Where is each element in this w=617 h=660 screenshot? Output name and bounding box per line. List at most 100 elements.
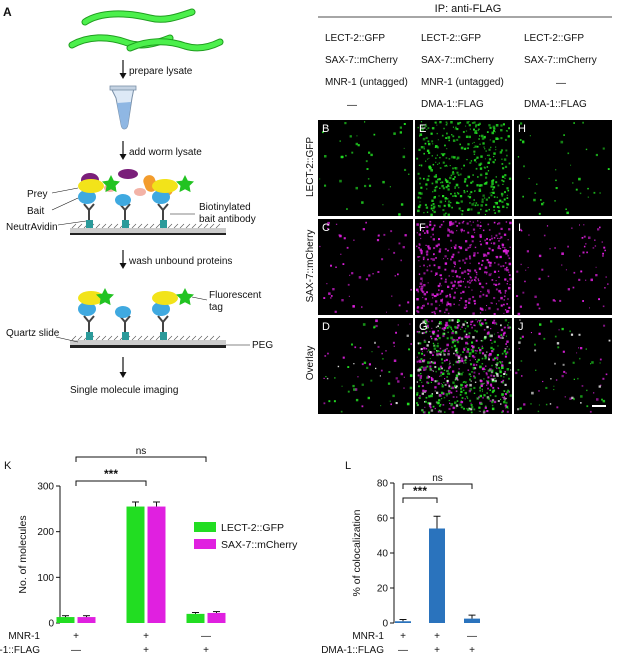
condition-value: +: [469, 645, 475, 656]
micrograph-panel-letter: G: [419, 321, 428, 333]
bar: [429, 528, 445, 623]
label-fluorescent-1: Fluorescent: [209, 290, 261, 301]
significance-bracket: [402, 497, 438, 503]
bar: [464, 618, 480, 623]
y-tick-label: 60: [377, 514, 389, 525]
svg-text:SAX-7::mCherry: SAX-7::mCherry: [421, 55, 494, 66]
condition-row-label: DMA-1::FLAG: [0, 645, 40, 656]
significance-label: ***: [104, 467, 118, 481]
condition-value: —: [467, 631, 477, 642]
assembly-1: [51, 175, 226, 235]
ip-header: IP: anti-FLAG: [435, 3, 502, 15]
micrograph-grid: B E H C F I D G J: [318, 120, 612, 414]
condition-col-1: LECT-2::GFP SAX-7::mCherry MNR-1 (untagg…: [325, 33, 408, 111]
y-tick-label: 20: [377, 584, 389, 595]
chart-k: 0 100 200 300 No. of molecules *** ns MNR-1 + + — D…: [0, 446, 298, 656]
condition-row-label: MNR-1: [352, 631, 384, 642]
label-quartz: Quartz slide: [6, 328, 60, 339]
significance-bracket: [75, 480, 147, 486]
step-imaging: Single molecule imaging: [70, 385, 178, 396]
svg-text:LECT-2::GFP: LECT-2::GFP: [524, 33, 584, 44]
panel-a-label: A: [3, 5, 12, 19]
legend-label: SAX-7::mCherry: [221, 539, 298, 551]
svg-text:SAX-7::mCherry: SAX-7::mCherry: [524, 55, 597, 66]
condition-value: —: [71, 645, 81, 656]
svg-text:LECT-2::GFP: LECT-2::GFP: [421, 33, 481, 44]
chart-l: 0 20 40 60 80 % of colocalization *** ns MNR-1 + +…: [321, 473, 480, 656]
bar: [186, 613, 205, 623]
micrograph-panel-letter: J: [518, 321, 524, 333]
svg-text:MNR-1 (untagged): MNR-1 (untagged): [421, 77, 504, 88]
micrograph-panel: H: [514, 120, 612, 216]
micrograph-panel: J: [514, 318, 612, 414]
step-add-worm-lysate: add worm lysate: [129, 147, 202, 158]
condition-value: +: [434, 645, 440, 656]
significance-bracket: [402, 483, 473, 489]
y-tick-label: 80: [377, 479, 389, 490]
significance-bracket: [75, 456, 207, 462]
y-axis-label: No. of molecules: [17, 515, 29, 593]
condition-value: +: [203, 645, 209, 656]
micrograph-panel-letter: D: [322, 321, 330, 333]
significance-label: ns: [432, 473, 443, 484]
micrograph-panel-letter: B: [322, 123, 329, 135]
svg-text:SAX-7::mCherry: SAX-7::mCherry: [325, 55, 398, 66]
row-label-gfp: LECT-2::GFP: [305, 137, 316, 197]
condition-col-2: LECT-2::GFP SAX-7::mCherry MNR-1 (untagg…: [421, 33, 504, 110]
micrograph-panel-letter: C: [322, 222, 330, 234]
y-tick-label: 40: [377, 549, 389, 560]
condition-value: +: [400, 631, 406, 642]
label-bait-antibody-2: bait antibody: [199, 214, 256, 225]
scale-bar: [592, 405, 606, 407]
label-neutravidin: NeutrAvidin: [6, 222, 58, 233]
svg-text:LECT-2::GFP: LECT-2::GFP: [325, 33, 385, 44]
significance-label: ***: [413, 484, 427, 498]
micrograph-panel-letter: H: [518, 123, 526, 135]
label-peg: PEG: [252, 340, 273, 351]
y-tick-label: 200: [37, 527, 54, 538]
y-axis-label: % of colocalization: [351, 509, 363, 596]
bar: [56, 617, 75, 623]
panel-k-label: K: [4, 460, 12, 472]
tube-illustration: [109, 85, 137, 130]
micrograph-panel-letter: I: [518, 222, 521, 234]
bar: [77, 617, 96, 623]
panel-l-label: L: [345, 460, 351, 472]
micrograph-panel: C: [318, 219, 413, 315]
micrograph-panel: D: [318, 318, 413, 414]
row-label-overlay: Overlay: [305, 346, 316, 380]
label-bait-antibody-1: Biotinylated: [199, 202, 251, 213]
micrograph-panel: F: [415, 219, 512, 316]
legend-swatch: [194, 522, 216, 532]
bar: [395, 621, 411, 623]
y-tick-label: 100: [37, 573, 54, 584]
svg-text:—: —: [347, 100, 357, 111]
micrograph-panel: G: [415, 318, 512, 414]
micrograph-panel: E: [415, 120, 512, 216]
micrograph-panel: I: [514, 219, 612, 316]
micrograph-panel-letter: F: [419, 222, 426, 234]
micrograph-panel: B: [318, 120, 413, 216]
condition-value: +: [73, 631, 79, 642]
condition-value: —: [201, 631, 211, 642]
assembly-2: [55, 288, 250, 348]
legend-swatch: [194, 539, 216, 549]
condition-row-label: DMA-1::FLAG: [321, 645, 384, 656]
significance-label: ns: [136, 446, 147, 457]
y-tick-label: 0: [382, 619, 388, 630]
bar: [126, 506, 145, 623]
bar: [207, 612, 226, 623]
svg-text:DMA-1::FLAG: DMA-1::FLAG: [524, 99, 587, 110]
micrograph-panel-letter: E: [419, 123, 426, 135]
svg-text:DMA-1::FLAG: DMA-1::FLAG: [421, 99, 484, 110]
label-bait: Bait: [27, 206, 44, 217]
condition-col-3: LECT-2::GFP SAX-7::mCherry — DMA-1::FLAG: [524, 33, 597, 110]
step-prepare-lysate: prepare lysate: [129, 66, 193, 77]
y-tick-label: 0: [48, 619, 54, 630]
condition-value: +: [434, 631, 440, 642]
condition-value: +: [143, 631, 149, 642]
y-tick-label: 300: [37, 482, 54, 493]
row-label-mcherry: SAX-7::mCherry: [305, 230, 316, 303]
label-prey: Prey: [27, 189, 48, 200]
